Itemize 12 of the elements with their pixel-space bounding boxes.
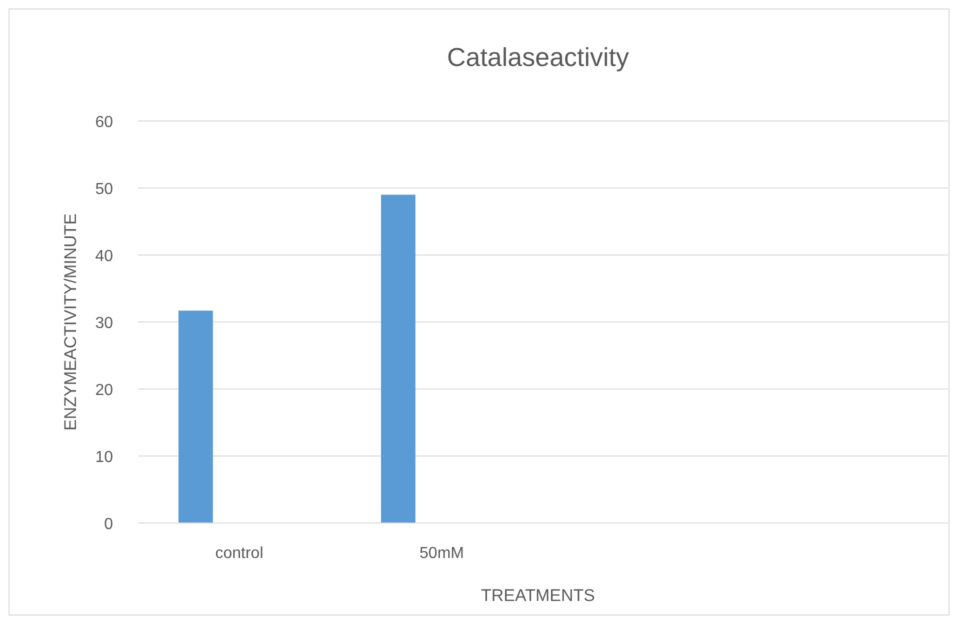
y-tick-label: 40 — [95, 248, 114, 265]
x-axis-title: TREATMENTS — [481, 586, 595, 605]
y-tick-label: 10 — [95, 449, 114, 466]
y-tick-label: 20 — [95, 382, 114, 399]
x-tick-label: 50mM — [420, 545, 464, 562]
y-tick-label: 30 — [95, 315, 114, 332]
x-tick-label: control — [215, 545, 264, 562]
chart-title: Catalaseactivity — [446, 42, 630, 72]
y-tick-label: 0 — [104, 516, 114, 533]
y-tick-label: 50 — [95, 181, 114, 198]
y-tick-label: 60 — [95, 114, 114, 131]
y-axis-title: ENZYMEACTIVITY/MINUTE — [61, 213, 80, 431]
